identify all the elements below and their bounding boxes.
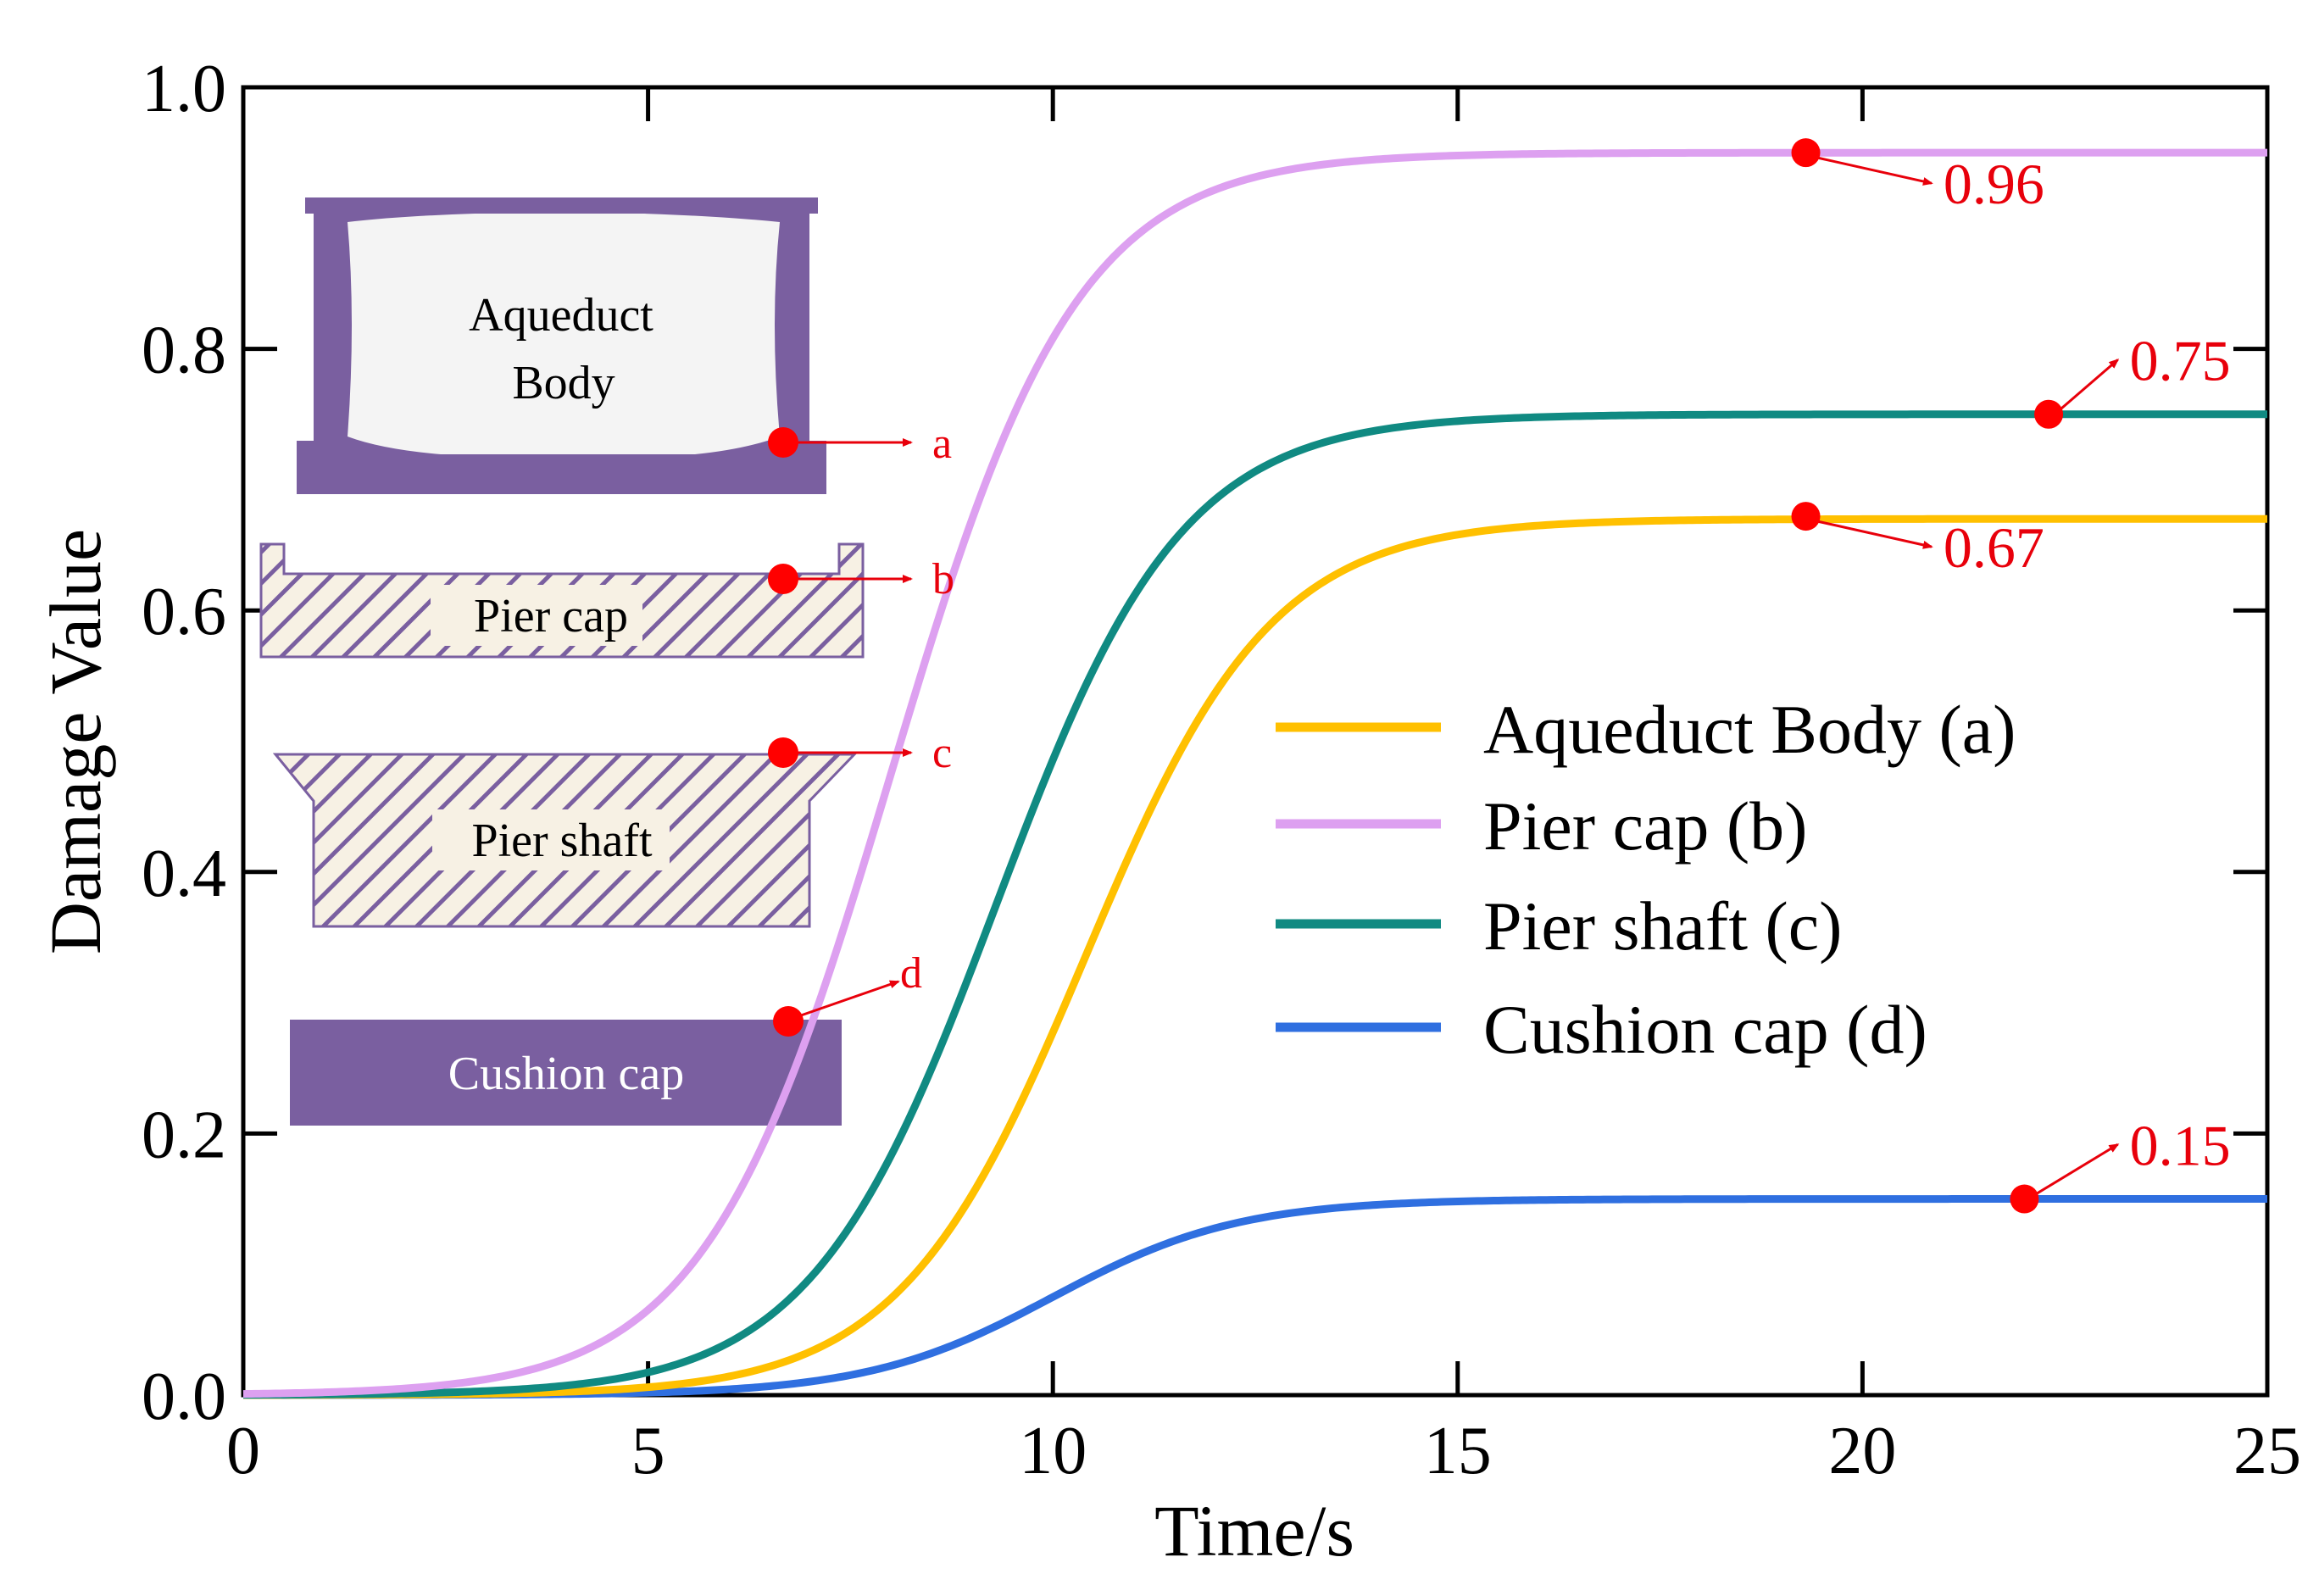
- x-axis-title: Time/s: [1154, 1490, 1354, 1571]
- aqueduct-label-line1: Aqueduct: [469, 289, 653, 342]
- series-lines: [242, 148, 2267, 1399]
- pier-shaft-label: Pier shaft: [471, 815, 653, 867]
- legend: Aqueduct Body (a) Pier cap (b) Pier shaf…: [1276, 691, 2016, 1068]
- point-letter-d: d: [900, 949, 922, 998]
- x-tick-label: 5: [631, 1414, 665, 1488]
- y-axis-title: Damage Value: [35, 529, 116, 954]
- annotation-point: [1791, 502, 1821, 531]
- annotation-label: 0.96: [1944, 152, 2044, 216]
- point-letter-b: b: [932, 555, 954, 603]
- y-tick-label: 1.0: [142, 52, 226, 126]
- inset-cushion-cap: Cushion cap: [290, 1020, 842, 1126]
- arrow-d: [800, 980, 900, 1017]
- value-annotations: 0.96 0.75 0.67 0.15: [1791, 138, 2231, 1214]
- y-tick-label: 0.4: [142, 837, 226, 911]
- cushion-cap-shape: [290, 1020, 842, 1126]
- y-tick-label: 0.2: [142, 1098, 226, 1172]
- annotation-label: 0.15: [2130, 1113, 2231, 1177]
- series-line-1: [242, 148, 2267, 1399]
- marker-a: [768, 427, 798, 458]
- y-tick-label: 0.8: [142, 314, 226, 388]
- cushion-cap-label: Cushion cap: [448, 1048, 684, 1100]
- x-tick-label: 15: [1424, 1414, 1492, 1488]
- x-tick-label: 10: [1019, 1414, 1087, 1488]
- annotation-point: [2034, 399, 2064, 429]
- series-line-2: [242, 410, 2267, 1399]
- annotation-point: [2010, 1184, 2039, 1214]
- pier-cap-label: Pier cap: [474, 590, 628, 642]
- legend-label-pier-shaft: Pier shaft (c): [1483, 887, 1843, 965]
- series-line-0: [242, 514, 2267, 1399]
- y-tick-label: 0.0: [142, 1360, 226, 1434]
- annotation-arrow: [1817, 520, 1933, 549]
- annotation-arrow: [1817, 156, 1933, 186]
- legend-label-cushion-cap: Cushion cap (d): [1483, 991, 1927, 1068]
- inset-point-markers: a b c d: [768, 420, 954, 1037]
- marker-c: [768, 737, 798, 768]
- marker-b: [768, 564, 798, 594]
- y-tick-label: 0.6: [142, 575, 226, 649]
- x-tick-label: 25: [2233, 1414, 2301, 1488]
- inset-pier-cap: Pier cap: [259, 542, 865, 659]
- marker-d: [773, 1006, 804, 1037]
- inset-aqueduct-body: Aqueduct Body: [297, 197, 826, 494]
- y-axis-ticks: 0.0 0.2 0.4 0.6 0.8 1.0: [142, 52, 2267, 1434]
- x-axis-ticks: 0 5 10 15 20 25: [226, 87, 2301, 1488]
- x-tick-label: 20: [1828, 1414, 1896, 1488]
- legend-label-aqueduct: Aqueduct Body (a): [1483, 691, 2016, 768]
- annotation-label: 0.75: [2130, 328, 2231, 392]
- aqueduct-body-inner: [348, 214, 780, 454]
- annotation-arrow: [2060, 359, 2120, 410]
- legend-label-pier-cap: Pier cap (b): [1483, 787, 1808, 865]
- aqueduct-label-line2: Body: [512, 357, 615, 409]
- point-letter-a: a: [932, 420, 952, 468]
- inset-pier-shaft: Pier shaft: [272, 753, 858, 928]
- annotation-point: [1791, 138, 1821, 168]
- annotation-arrow: [2035, 1143, 2120, 1195]
- annotation-label: 0.67: [1944, 515, 2044, 580]
- point-letter-c: c: [932, 729, 952, 777]
- plot-frame: [241, 85, 2270, 1398]
- x-tick-label: 0: [226, 1414, 260, 1488]
